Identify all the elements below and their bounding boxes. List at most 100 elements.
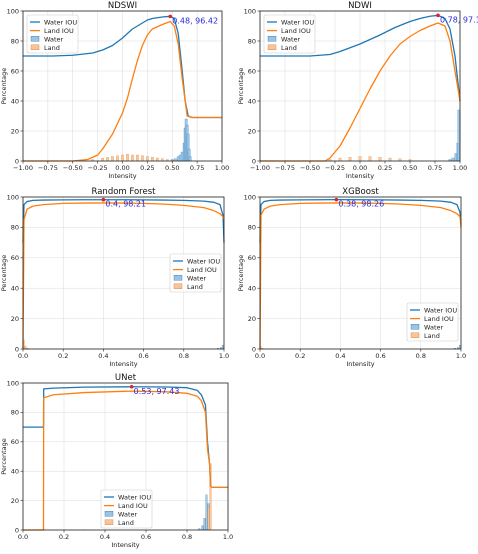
legend-label: Land IOU	[281, 27, 311, 35]
y-tick-label: 40	[11, 468, 19, 476]
legend-swatch-patch	[268, 45, 276, 50]
hist-bar-land	[141, 156, 143, 161]
x-tick-label: 0.25	[140, 164, 154, 172]
x-tick-label: 1.00	[453, 164, 467, 172]
y-tick-label: 40	[248, 285, 256, 293]
hist-bar-land	[121, 155, 123, 161]
y-tick-label: 60	[248, 67, 256, 75]
y-tick-label: 100	[7, 193, 19, 201]
x-axis-label: Intensity	[109, 360, 137, 368]
x-tick-label: 0.8	[182, 533, 192, 541]
x-tick-label: 0.2	[295, 352, 305, 360]
x-tick-label: 0.75	[190, 164, 204, 172]
hist-bar-land	[126, 154, 128, 161]
y-tick-label: 0	[15, 526, 19, 534]
x-tick-label: 0.8	[179, 352, 189, 360]
x-tick-label: 1.0	[456, 352, 466, 360]
chart-title: NDWI	[348, 1, 372, 11]
legend-label: Water	[118, 511, 138, 519]
x-tick-label: −0.75	[38, 164, 58, 172]
chart-panel-1: −1.00 −0.75 −0.50 −0.25 0.00 0.25 0.50 0.75 1.00…	[237, 1, 478, 180]
x-tick-label: 0.00	[115, 164, 129, 172]
x-tick-label: −0.75	[275, 164, 295, 172]
legend-label: Water	[44, 36, 64, 44]
x-tick-label: −0.50	[63, 164, 83, 172]
y-axis-label: Percentage	[237, 68, 245, 105]
chart-panel-4: 0.0 0.2 0.4 0.6 0.8 1.0 0 20 40 60 80 100 UNet Intens…	[0, 373, 233, 549]
hist-bar-land	[116, 156, 118, 161]
hist-bar-water	[206, 495, 208, 530]
y-tick-label: 0	[252, 157, 256, 165]
max-annotation: 0.53, 97.43	[134, 387, 180, 396]
legend-label: Land IOU	[118, 502, 148, 510]
y-tick-label: 100	[7, 7, 19, 15]
hist-bar-land	[359, 157, 361, 162]
y-tick-label: 60	[11, 67, 19, 75]
chart-panel-0: −1.00 −0.75 −0.50 −0.25 0.00 0.25 0.50 0.75 1.00…	[0, 1, 229, 180]
y-tick-label: 80	[11, 409, 19, 417]
hist-bar-land	[151, 157, 153, 161]
legend-label: Water IOU	[281, 18, 314, 26]
y-tick-label: 0	[15, 157, 19, 165]
x-axis-label: Intensity	[108, 172, 136, 180]
hist-bar-land	[25, 346, 27, 349]
hist-bar-land	[101, 158, 103, 161]
hist-bar-water	[459, 345, 461, 349]
chart-title: NDSWI	[108, 1, 137, 11]
legend-label: Land IOU	[424, 315, 454, 323]
legend-swatch-patch	[411, 324, 419, 329]
y-tick-label: 100	[244, 193, 256, 201]
legend-swatch-patch	[105, 520, 113, 525]
y-tick-label: 80	[248, 37, 256, 45]
legend-swatch-patch	[31, 45, 39, 50]
chart-panel-3: 0.0 0.2 0.4 0.6 0.8 1.0020406080100XGBoostInt…	[237, 187, 466, 368]
max-annotation: 0.48, 96.42	[172, 16, 218, 25]
legend: Water IOULand IOUWaterLand	[101, 490, 152, 528]
y-axis-label: Percentage	[0, 68, 8, 105]
hist-bar-land	[136, 155, 138, 161]
x-tick-label: 0.0	[255, 352, 265, 360]
legend-label: Water IOU	[187, 257, 220, 265]
y-tick-label: 80	[11, 37, 19, 45]
y-tick-label: 40	[248, 97, 256, 105]
hist-bar-water	[204, 518, 206, 530]
x-tick-label: 0.6	[141, 533, 151, 541]
y-tick-label: 100	[7, 379, 19, 387]
hist-bar-land	[349, 157, 351, 161]
x-tick-label: 0.0	[18, 533, 28, 541]
y-tick-label: 0	[15, 345, 19, 353]
hist-bar-land	[156, 158, 158, 161]
x-tick-label: 0.8	[416, 352, 426, 360]
legend-swatch-patch	[411, 333, 419, 338]
hist-bar-land	[369, 157, 371, 162]
x-axis-label: Intensity	[346, 172, 374, 180]
x-axis-label: Intensity	[346, 360, 374, 368]
x-tick-label: 0.50	[403, 164, 417, 172]
x-tick-label: 0.6	[375, 352, 385, 360]
x-tick-label: 0.2	[59, 533, 69, 541]
legend-label: Water IOU	[44, 18, 77, 26]
max-annotation: 0.38, 98.26	[338, 200, 384, 209]
chart-title: XGBoost	[342, 187, 379, 197]
x-tick-label: 1.0	[223, 533, 233, 541]
x-tick-label: 0.6	[138, 352, 148, 360]
y-tick-label: 20	[11, 315, 19, 323]
hist-bar-water	[189, 157, 191, 162]
hist-bar-water	[222, 345, 224, 349]
x-tick-label: 0.4	[100, 533, 110, 541]
y-tick-label: 20	[248, 127, 256, 135]
y-tick-label: 40	[11, 97, 19, 105]
legend-label: Land	[118, 519, 134, 527]
x-tick-label: 0.0	[18, 352, 28, 360]
series-line-water-iou	[23, 387, 228, 488]
y-tick-label: 20	[248, 315, 256, 323]
legend-swatch-patch	[268, 36, 276, 41]
y-tick-label: 60	[11, 254, 19, 262]
hist-bar-land	[106, 157, 108, 161]
x-tick-label: 1.00	[215, 164, 229, 172]
legend-swatch-patch	[105, 511, 113, 516]
x-tick-label: 0.2	[58, 352, 68, 360]
hist-bar-land	[389, 158, 391, 161]
